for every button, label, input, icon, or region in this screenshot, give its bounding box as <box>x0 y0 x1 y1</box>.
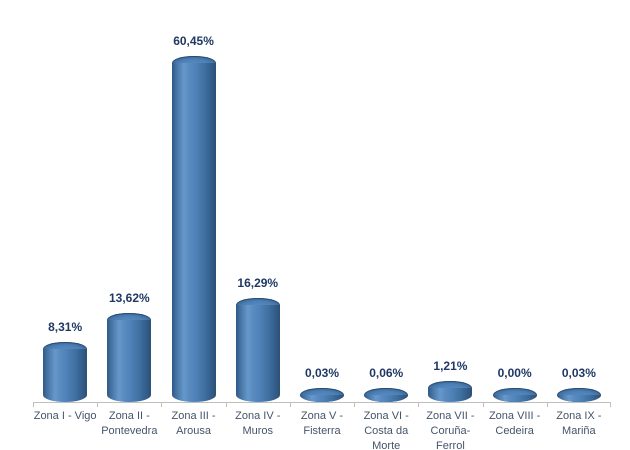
axis-tick <box>610 403 611 407</box>
cylinder-body <box>556 394 601 402</box>
bar-cylinder[interactable] <box>299 387 344 402</box>
cylinder-body <box>428 388 473 402</box>
bar-cylinder[interactable] <box>43 342 88 402</box>
axis-tick <box>97 403 99 407</box>
cylinder-body <box>235 305 280 402</box>
axis-tick <box>546 403 548 407</box>
bar-slot: 0,06% <box>354 0 418 402</box>
bar-cylinder[interactable] <box>492 388 537 402</box>
bar-cylinder[interactable] <box>364 387 409 402</box>
axis-tick <box>482 403 484 407</box>
bar-cylinder[interactable] <box>171 55 216 402</box>
axis-tick <box>418 403 420 407</box>
axis-tick <box>33 403 34 407</box>
plot-area: 8,31% 13,62% 60,45% 16,29% 0,03% 0,06% 1,21% 0,… <box>33 0 611 407</box>
category-label: Zona VI - Costa da Morte <box>363 410 409 450</box>
cylinder-body <box>492 395 537 402</box>
bar-value-label: 0,06% <box>369 365 404 380</box>
axis-tick <box>354 403 356 407</box>
bar-cylinder[interactable] <box>235 298 280 402</box>
category-label: Zona I - Vigo <box>33 410 97 422</box>
category-label: Zona III - Arousa <box>171 410 216 437</box>
bar-value-label: 0,03% <box>561 365 596 380</box>
bar-value-label: 16,29% <box>237 276 279 291</box>
axis-tick <box>225 403 227 407</box>
bar-slot: 1,21% <box>418 0 482 402</box>
bar-value-label: 60,45% <box>173 33 214 48</box>
bar-slot: 16,29% <box>226 0 290 402</box>
bar-slot: 8,31% <box>33 0 97 402</box>
bar-value-label: 0,00% <box>497 366 532 380</box>
bar-value-label: 1,21% <box>433 359 468 374</box>
cylinder-body <box>171 62 216 402</box>
cylinder-body <box>107 320 152 402</box>
bar-slots: 8,31% 13,62% 60,45% 16,29% 0,03% 0,06% 1,21% 0,… <box>33 0 611 402</box>
cylinder-body <box>299 394 344 402</box>
category-label: Zona IV - Muros <box>235 410 281 437</box>
bar-cylinder[interactable] <box>428 381 473 402</box>
bar-cylinder[interactable] <box>556 387 601 402</box>
bar-slot: 0,03% <box>290 0 354 402</box>
category-label: Zona IX - Mariña <box>556 410 602 437</box>
bar-value-label: 8,31% <box>48 320 83 335</box>
bar-slot: 0,03% <box>547 0 611 402</box>
cylinder-body <box>364 394 409 402</box>
category-axis-labels: Zona I - Vigo Zona II - Pontevedra Zona II… <box>33 403 611 450</box>
bar-slot: 60,45% <box>161 0 225 402</box>
cylinder-body <box>43 349 88 402</box>
category-label: Zona VIII - Cedeira <box>488 410 541 437</box>
bar-value-label: 13,62% <box>108 291 150 306</box>
category-label: Zona V - Fisterra <box>300 410 344 437</box>
axis-tick <box>289 403 291 407</box>
bar-value-label: 0,03% <box>304 365 339 380</box>
bar-slot: 13,62% <box>97 0 161 402</box>
bar-slot: 0,00% <box>483 0 547 402</box>
category-label: Zona II - Pontevedra <box>101 410 158 437</box>
category-label: Zona VII - Coruña- Ferrol <box>426 410 475 450</box>
bar-cylinder[interactable] <box>107 313 152 402</box>
axis-tick <box>161 403 163 407</box>
